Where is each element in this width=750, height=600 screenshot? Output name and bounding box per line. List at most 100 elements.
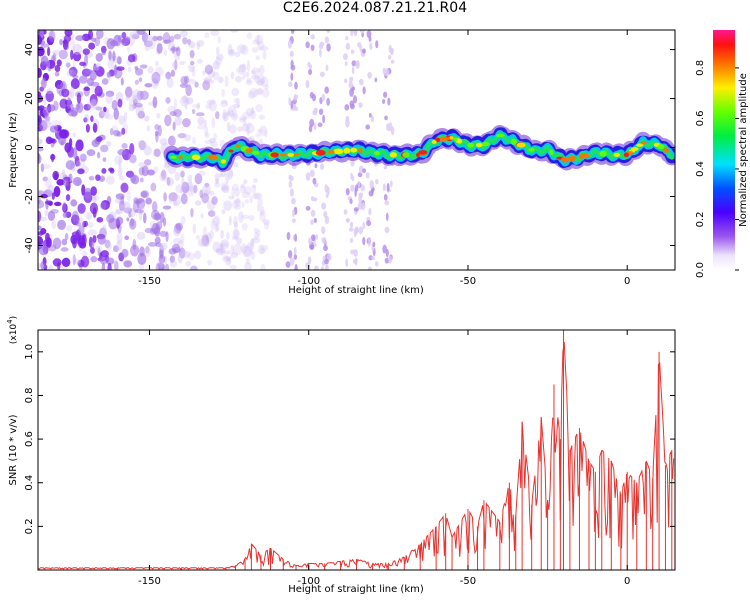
noise-blob [171,60,179,70]
noise-blob [114,260,119,270]
noise-blob [40,55,49,66]
spectrogram-heatmap [38,30,675,270]
noise-blob [209,229,214,239]
signal-hotspot [327,150,335,154]
noise-streak-blob [369,42,373,50]
noise-streak-blob [350,30,354,37]
noise-streak-blob [291,197,296,205]
noise-blob [99,175,106,182]
noise-blob [174,116,182,126]
noise-blob [68,66,78,77]
noise-blob [245,123,255,134]
signal-hotspot [568,155,576,162]
noise-blob [136,231,146,240]
noise-blob [126,46,131,52]
snr-multiplier-base: (x10 [9,324,19,345]
signal-hotspot [208,154,218,161]
noise-streak-blob [310,44,315,51]
signal-hotspot [374,150,381,156]
noise-blob [204,139,213,144]
noise-blob [243,245,253,258]
noise-blob [204,125,209,137]
noise-streak-blob [320,266,325,270]
noise-blob [137,140,142,148]
noise-streak-blob [287,250,293,259]
noise-blob [250,250,256,260]
noise-blob [52,237,62,250]
noise-blob [106,38,116,50]
noise-blob [93,64,100,71]
noise-streak-blob [293,254,298,260]
noise-streak-blob [309,118,315,128]
noise-streak-blob [308,237,313,245]
noise-streak-blob [294,81,298,90]
noise-streak-blob [351,65,355,75]
signal-hotspot [441,136,451,141]
noise-streak-blob [288,174,292,180]
noise-blob [219,245,225,256]
noise-blob [169,255,175,263]
noise-streak-blob [290,30,295,34]
noise-blob [38,146,44,152]
noise-streak-blob [285,261,291,268]
noise-streak-blob [382,99,386,104]
noise-blob [119,202,126,208]
noise-blob [256,229,261,238]
noise-blob [177,133,187,139]
noise-streak-blob [354,184,359,192]
noise-blob [72,147,78,160]
noise-blob [140,92,148,99]
noise-streak-blob [310,195,314,202]
noise-blob [105,140,112,147]
noise-blob [254,133,262,138]
x-tick-label: -150 [138,576,161,587]
noise-blob [215,178,219,185]
noise-blob [196,40,205,47]
noise-blob [106,214,115,224]
noise-blob [230,49,234,55]
noise-blob [166,177,175,187]
noise-blob [227,167,234,180]
noise-blob [252,185,257,195]
noise-blob [230,252,239,259]
noise-streak-blob [349,76,354,82]
noise-blob [212,60,220,70]
noise-blob [70,199,78,207]
snr-series-line [38,330,675,570]
noise-blob [70,78,80,90]
noise-streak-blob [294,233,298,242]
noise-blob [251,106,255,115]
noise-blob [205,232,212,244]
noise-blob [107,262,112,270]
y-tick-label: 0.8 [24,388,35,404]
noise-blob [245,257,251,265]
noise-blob [56,179,65,186]
noise-blob [135,105,145,118]
noise-streak-blob [350,184,355,192]
noise-blob [234,188,240,198]
noise-blob [196,42,200,51]
noise-blob [173,98,177,110]
signal-hotspot [662,148,670,153]
noise-blob [51,153,55,163]
noise-streak-blob [307,61,311,68]
noise-blob [162,205,172,210]
noise-blob [141,165,149,177]
noise-streak-blob [305,206,311,211]
signal-hotspot [457,138,463,144]
signal-hotspot [228,149,234,153]
noise-blob [235,67,241,73]
noise-blob [182,250,191,258]
noise-blob [234,75,243,83]
noise-blob [136,30,146,36]
noise-blob [242,73,246,80]
noise-streak-blob [383,165,388,170]
signal-hotspot [481,141,490,147]
noise-streak-blob [372,241,376,248]
noise-blob [137,110,145,119]
noise-blob [70,39,75,52]
noise-blob [207,259,213,266]
noise-blob [250,69,256,75]
noise-blob [143,159,152,166]
noise-blob [212,241,221,253]
